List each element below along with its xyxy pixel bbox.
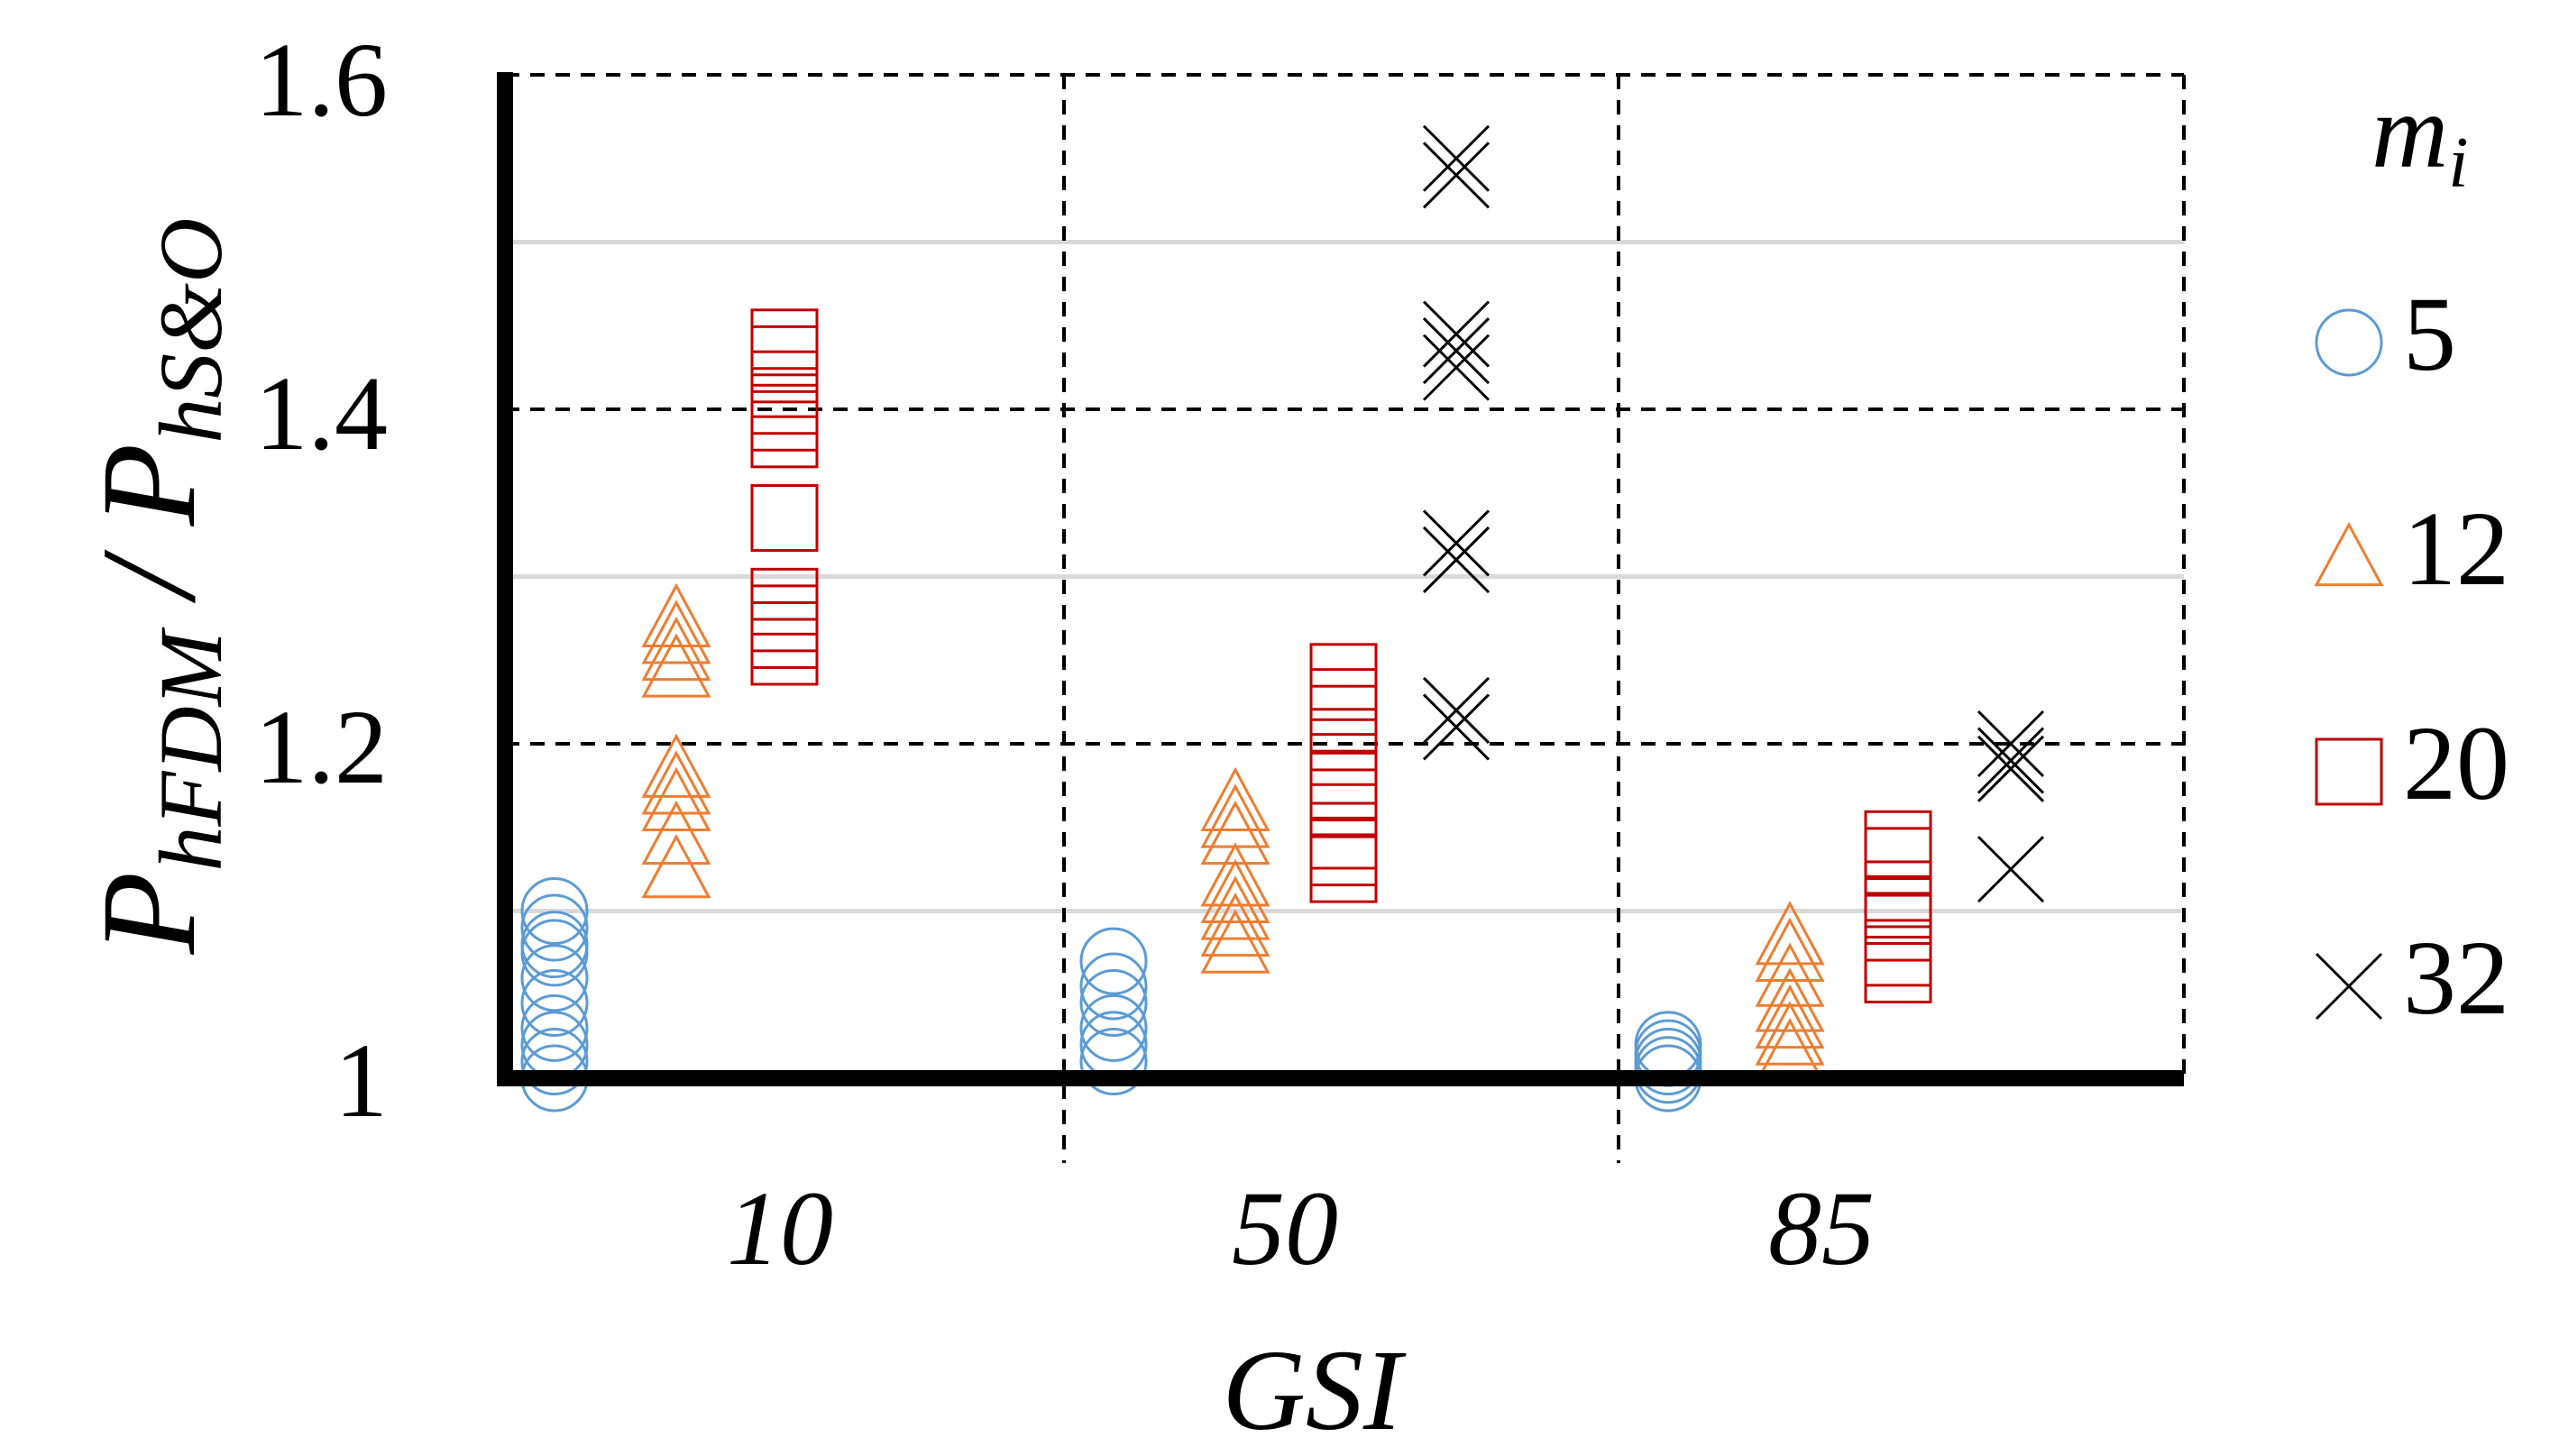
x-category-label: 10 [727, 1169, 833, 1287]
marker-triangle-mi-12 [1200, 783, 1270, 848]
marker-triangle-mi-12 [1200, 909, 1270, 974]
y-title-sub2: hS&O [141, 218, 241, 444]
marker-circle-mi-5 [520, 893, 589, 962]
marker-x-mi-32 [1422, 317, 1491, 385]
marker-x-mi-32 [1422, 334, 1491, 401]
legend: mi 5 12 20 32 [2314, 72, 2509, 1037]
marker-square-mi-20 [1309, 819, 1378, 887]
legend-square-icon [2315, 737, 2383, 806]
marker-triangle-mi-12 [1200, 842, 1270, 907]
marker-square-mi-20 [1864, 919, 1932, 987]
marker-triangle-mi-12 [1200, 800, 1270, 865]
marker-triangle-mi-12 [1755, 984, 1825, 1049]
marker-circle-mi-5 [520, 1027, 589, 1095]
y-tick-label: 1.6 [255, 21, 389, 139]
marker-square-mi-20 [750, 484, 819, 553]
y-title-sep: / [74, 526, 224, 631]
marker-triangle-mi-12 [641, 766, 711, 832]
marker-circle-mi-5 [1079, 927, 1148, 995]
marker-square-mi-20 [1864, 935, 1932, 1003]
marker-circle-mi-5 [520, 994, 589, 1062]
y-title-base: P [74, 872, 224, 956]
marker-x-mi-32 [1422, 300, 1491, 368]
y-title-base2: P [74, 444, 224, 527]
marker-triangle-mi-12 [1755, 942, 1825, 1007]
marker-circle-mi-5 [1079, 1011, 1148, 1079]
marker-x-mi-32 [1422, 124, 1491, 192]
marker-triangle-mi-12 [1200, 858, 1270, 924]
x-axis-title: GSI [1222, 1326, 1406, 1454]
legend-title-base: m [2371, 72, 2448, 190]
legend-label-12: 12 [2403, 490, 2509, 608]
marker-triangle-mi-12 [1755, 967, 1825, 1032]
x-category-label: 50 [1232, 1169, 1338, 1287]
marker-triangle-mi-12 [641, 733, 711, 798]
marker-circle-mi-5 [520, 944, 589, 1012]
marker-triangle-mi-12 [641, 582, 711, 647]
marker-x-mi-32 [1977, 710, 2045, 778]
minor-gridlines [505, 240, 2184, 913]
marker-circle-mi-5 [1079, 952, 1148, 1021]
y-tick-label: 1.4 [255, 354, 389, 472]
marker-triangle-mi-12 [641, 633, 711, 698]
marker-x-mi-32 [1422, 509, 1491, 577]
y-tick-label: 1.2 [255, 688, 389, 806]
y-title-sub: hFDM [141, 627, 241, 871]
marker-square-mi-20 [750, 567, 819, 636]
marker-circle-mi-5 [520, 877, 589, 945]
marker-x-mi-32 [1977, 735, 2045, 802]
marker-triangle-mi-12 [1200, 875, 1270, 940]
legend-label-20: 20 [2403, 704, 2509, 822]
marker-triangle-mi-12 [641, 800, 711, 865]
marker-x-mi-32 [1422, 142, 1491, 209]
marker-x-mi-32 [1422, 676, 1491, 744]
legend-title-sub: i [2448, 124, 2468, 203]
marker-triangle-mi-12 [1200, 766, 1270, 832]
marker-triangle-mi-12 [1200, 892, 1270, 957]
marker-triangle-mi-12 [641, 750, 711, 815]
marker-circle-mi-5 [1079, 969, 1148, 1038]
marker-circle-mi-5 [520, 919, 589, 987]
marker-triangle-mi-12 [1755, 901, 1825, 966]
marker-triangle-mi-12 [641, 833, 711, 899]
marker-triangle-mi-12 [1755, 917, 1825, 982]
marker-square-mi-20 [1309, 668, 1378, 737]
major-gridlines [505, 73, 2186, 1163]
legend-label-32: 32 [2403, 919, 2509, 1037]
marker-square-mi-20 [750, 308, 819, 377]
x-category-labels: 10 50 85 [727, 1169, 1875, 1287]
marker-square-mi-20 [1864, 810, 1932, 878]
marker-x-mi-32 [1977, 727, 2045, 794]
marker-triangle-mi-12 [641, 600, 711, 664]
legend-x-icon [2315, 952, 2383, 1021]
marker-triangle-mi-12 [641, 616, 711, 682]
marker-x-mi-32 [1422, 693, 1491, 761]
marker-circle-mi-5 [520, 969, 589, 1038]
y-tick-label: 1 [335, 1021, 388, 1140]
y-axis-title: PhFDM / PhS&O [74, 218, 241, 956]
x-category-label: 85 [1768, 1169, 1875, 1287]
marker-circle-mi-5 [520, 911, 589, 979]
marker-circle-mi-5 [1079, 1027, 1148, 1095]
marker-square-mi-20 [1309, 643, 1378, 711]
marker-triangle-mi-12 [1755, 1001, 1825, 1066]
marker-x-mi-32 [1977, 836, 2045, 903]
legend-circle-icon [2315, 308, 2383, 377]
y-tick-labels: 1 1.2 1.4 1.6 [255, 21, 389, 1140]
legend-title: mi [2371, 72, 2468, 203]
data-markers [520, 124, 2045, 1113]
marker-circle-mi-5 [1634, 1036, 1702, 1104]
legend-label-5: 5 [2403, 275, 2456, 393]
marker-square-mi-20 [750, 325, 819, 393]
legend-triangle-icon [2314, 521, 2384, 587]
marker-circle-mi-5 [1079, 994, 1148, 1062]
legend-markers [2314, 308, 2384, 1021]
marker-x-mi-32 [1422, 526, 1491, 594]
